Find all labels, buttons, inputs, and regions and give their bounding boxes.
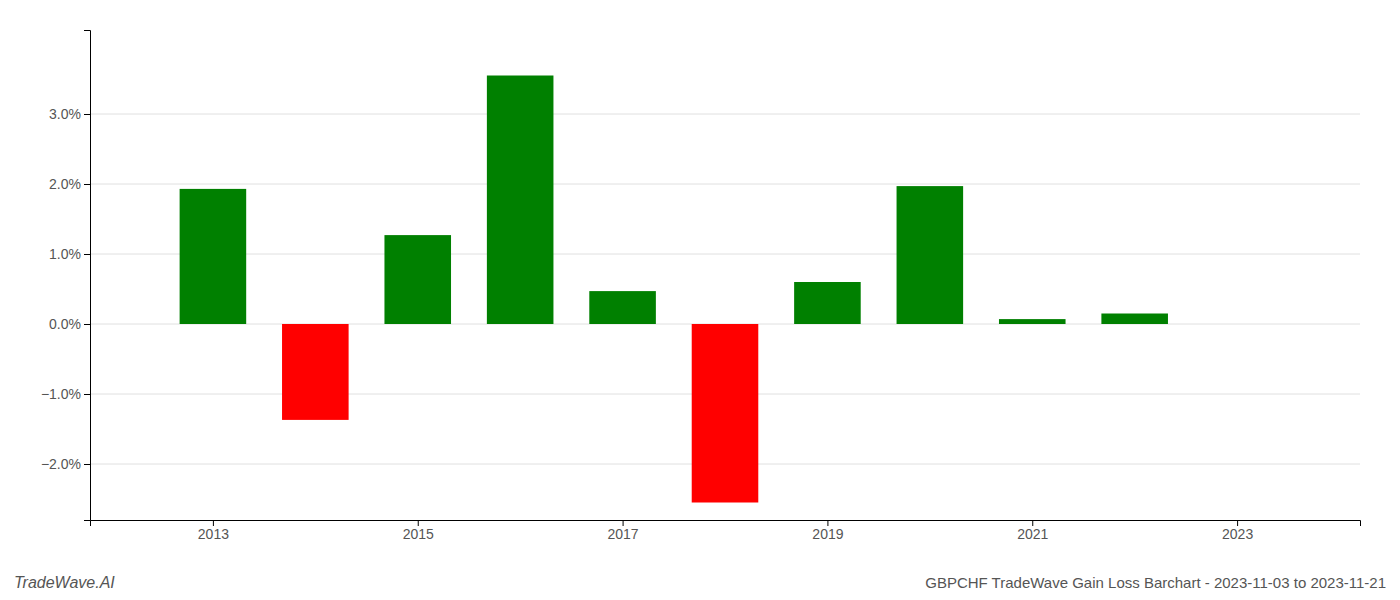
x-axis: 2013 2015 2017 2019 2021 2023	[91, 520, 1361, 542]
y-tick-label: −2.0%	[41, 456, 81, 472]
bar	[1101, 314, 1168, 325]
grid-line	[90, 254, 1360, 255]
x-tick: 2017	[608, 520, 639, 542]
y-tick-label: −1.0%	[41, 386, 81, 402]
y-tick-mark	[84, 394, 90, 395]
y-axis-line	[84, 31, 91, 521]
y-tick: 1.0%	[49, 246, 90, 262]
x-tick: 2019	[812, 520, 843, 542]
bar	[282, 324, 349, 420]
x-tick-label: 2019	[812, 526, 843, 542]
y-tick-label: 3.0%	[49, 106, 81, 122]
y-tick: 3.0%	[49, 106, 90, 122]
bar	[897, 186, 964, 324]
bar	[384, 235, 451, 324]
y-tick: −2.0%	[41, 456, 90, 472]
grid-line	[90, 114, 1360, 115]
x-tick: 2023	[1222, 520, 1253, 542]
footer: TradeWave.AI	[14, 574, 115, 591]
y-axis: −2.0% −1.0% 0.0% 1.0% 2.0% 3.0%	[41, 31, 91, 521]
y-tick-mark	[84, 464, 90, 465]
y-tick: −1.0%	[41, 386, 90, 402]
y-tick-label: 2.0%	[49, 176, 81, 192]
x-tick: 2013	[198, 520, 229, 542]
x-tick-label: 2021	[1017, 526, 1048, 542]
title: GBPCHF TradeWave Gain Loss Barchart - 20…	[925, 574, 1386, 591]
bar	[794, 282, 861, 324]
y-tick-label: 0.0%	[49, 316, 81, 332]
y-tick-mark	[84, 114, 90, 115]
grid-line	[90, 184, 1360, 185]
bars	[180, 76, 1168, 503]
bar	[180, 189, 247, 324]
plot-area: −2.0%−1.0%0.0%1.0%2.0%3.0%20132015201720…	[41, 31, 1361, 542]
y-tick-mark	[84, 324, 90, 325]
x-tick-label: 2023	[1222, 526, 1253, 542]
y-tick-mark	[84, 254, 90, 255]
x-tick-label: 2013	[198, 526, 229, 542]
x-tick: 2021	[1017, 520, 1048, 542]
x-tick: 2015	[403, 520, 434, 542]
bar	[487, 76, 554, 325]
bar	[692, 324, 759, 503]
y-tick-mark	[84, 184, 90, 185]
x-axis-line	[91, 521, 1361, 527]
y-tick-label: 1.0%	[49, 246, 81, 262]
chart: −2.0%−1.0%0.0%1.0%2.0%3.0%20132015201720…	[0, 0, 1400, 600]
y-tick: 0.0%	[49, 316, 90, 332]
bar	[999, 319, 1066, 324]
bar	[589, 291, 656, 324]
x-tick-label: 2015	[403, 526, 434, 542]
y-tick: 2.0%	[49, 176, 90, 192]
x-tick-label: 2017	[608, 526, 639, 542]
